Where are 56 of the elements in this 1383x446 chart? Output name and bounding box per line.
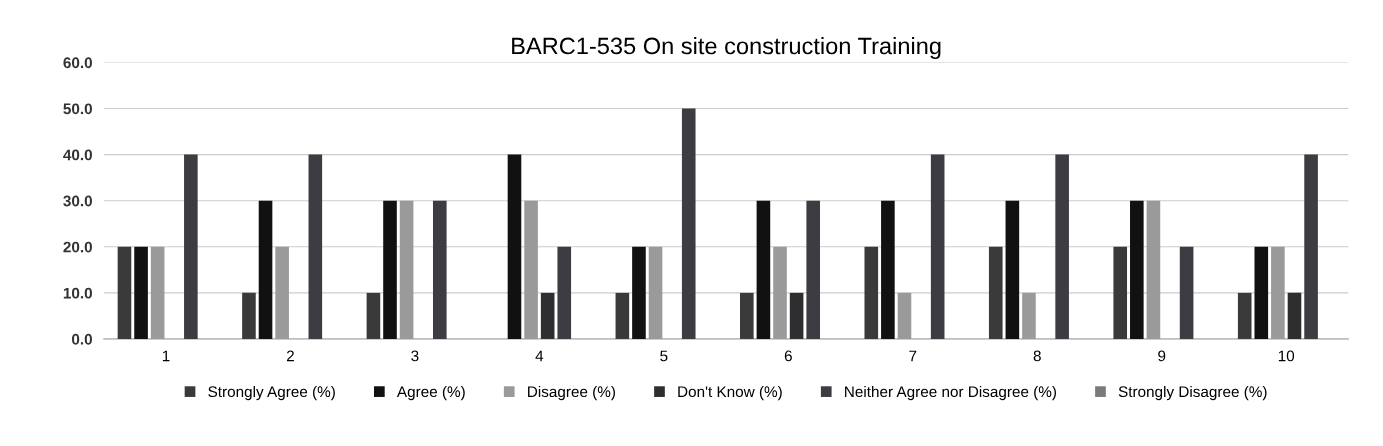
bar (184, 154, 198, 339)
y-tick-label: 0.0 (71, 333, 92, 345)
bar (117, 246, 132, 339)
x-tick-label: 7 (909, 350, 917, 362)
bar (1005, 200, 1020, 339)
x-tick-label: 8 (1033, 350, 1041, 362)
x-tick-label: 9 (1158, 350, 1166, 362)
bar (881, 200, 895, 339)
y-tick-label: 50.0 (63, 103, 92, 115)
legend-label: Disagree (%) (528, 385, 615, 401)
bar (432, 200, 447, 339)
bar (930, 154, 945, 339)
legend-label: Don't Know (%) (678, 385, 782, 401)
bar (557, 246, 572, 339)
bar (308, 154, 323, 339)
y-tick-label: 30.0 (63, 195, 92, 207)
bar (383, 200, 397, 339)
legend-label: Agree (%) (396, 385, 465, 401)
bar (242, 292, 256, 339)
bar (1130, 200, 1144, 339)
x-tick-label: 5 (660, 350, 668, 362)
bar (632, 246, 646, 339)
bar (1237, 292, 1252, 339)
bar (134, 246, 148, 339)
bar (1254, 246, 1269, 339)
x-tick-label: 2 (286, 350, 294, 362)
x-tick-label: 3 (411, 350, 419, 362)
x-tick-label: 10 (1278, 350, 1295, 362)
bar (789, 292, 804, 339)
bar (540, 292, 555, 339)
bar (1055, 154, 1069, 339)
x-tick-label: 4 (535, 350, 544, 362)
bar (1179, 246, 1194, 339)
bar (1304, 154, 1318, 339)
bar (507, 154, 522, 339)
bar (681, 108, 696, 339)
bar (864, 246, 879, 339)
y-tick-label: 60.0 (63, 57, 92, 69)
chart-title: BARC1-535 On site construction Training (512, 37, 941, 60)
y-tick-label: 10.0 (63, 287, 92, 299)
bar (988, 246, 1003, 339)
bar (806, 200, 821, 339)
bar (740, 292, 754, 339)
bar (1113, 246, 1128, 339)
bar (258, 200, 273, 339)
legend-label: Strongly Disagree (%) (1118, 385, 1267, 401)
bar (615, 292, 630, 339)
x-tick-label: 6 (784, 350, 792, 362)
x-tick-label: 1 (162, 350, 170, 362)
bar (366, 292, 381, 339)
y-tick-label: 40.0 (63, 149, 92, 161)
legend-label: Strongly Agree (%) (208, 385, 335, 401)
bar (756, 200, 771, 339)
y-tick-label: 20.0 (63, 241, 92, 253)
legend-label: Neither Agree nor Disagree (%) (845, 385, 1056, 401)
bar (1287, 292, 1302, 339)
